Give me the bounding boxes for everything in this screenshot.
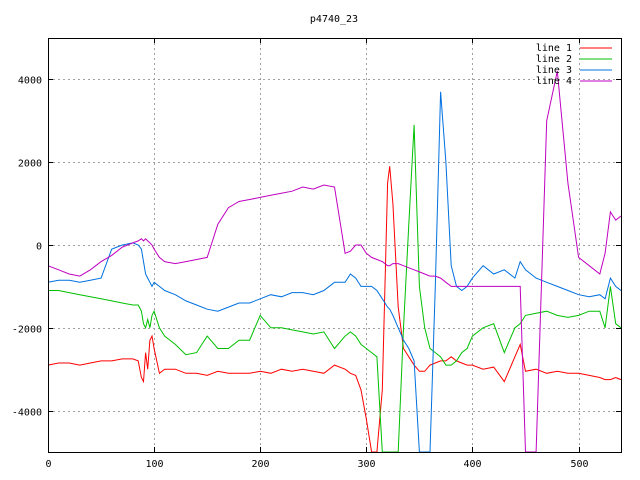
- series-line-3: [48, 91, 621, 452]
- x-tick-label: 100: [145, 459, 163, 470]
- y-tick-label: 0: [36, 242, 42, 253]
- x-tick-label: 500: [570, 459, 588, 470]
- y-tick-label: 2000: [18, 159, 42, 170]
- series-group: [48, 70, 621, 452]
- legend-label: line 2: [536, 54, 572, 65]
- series-line-1: [48, 166, 621, 452]
- legend-label: line 4: [536, 76, 572, 87]
- chart-title: p4740_23: [310, 14, 358, 25]
- y-tick-label: -2000: [12, 325, 42, 336]
- x-tick-label: 400: [463, 459, 481, 470]
- x-tick-label: 300: [357, 459, 375, 470]
- grid: [48, 38, 621, 452]
- axes: 0 100 200 300 400 500 -4000 -2000 0 2000 4000: [12, 38, 621, 470]
- series-line-2: [48, 124, 621, 452]
- y-tick-label: -4000: [12, 408, 42, 419]
- legend-label: line 3: [536, 65, 572, 76]
- x-tick-label: 200: [251, 459, 269, 470]
- x-tick-label: 0: [45, 459, 51, 470]
- plot-frame: [48, 38, 622, 453]
- legend-label: line 1: [536, 43, 572, 54]
- y-tick-label: 4000: [18, 76, 42, 87]
- series-line-4: [48, 70, 621, 452]
